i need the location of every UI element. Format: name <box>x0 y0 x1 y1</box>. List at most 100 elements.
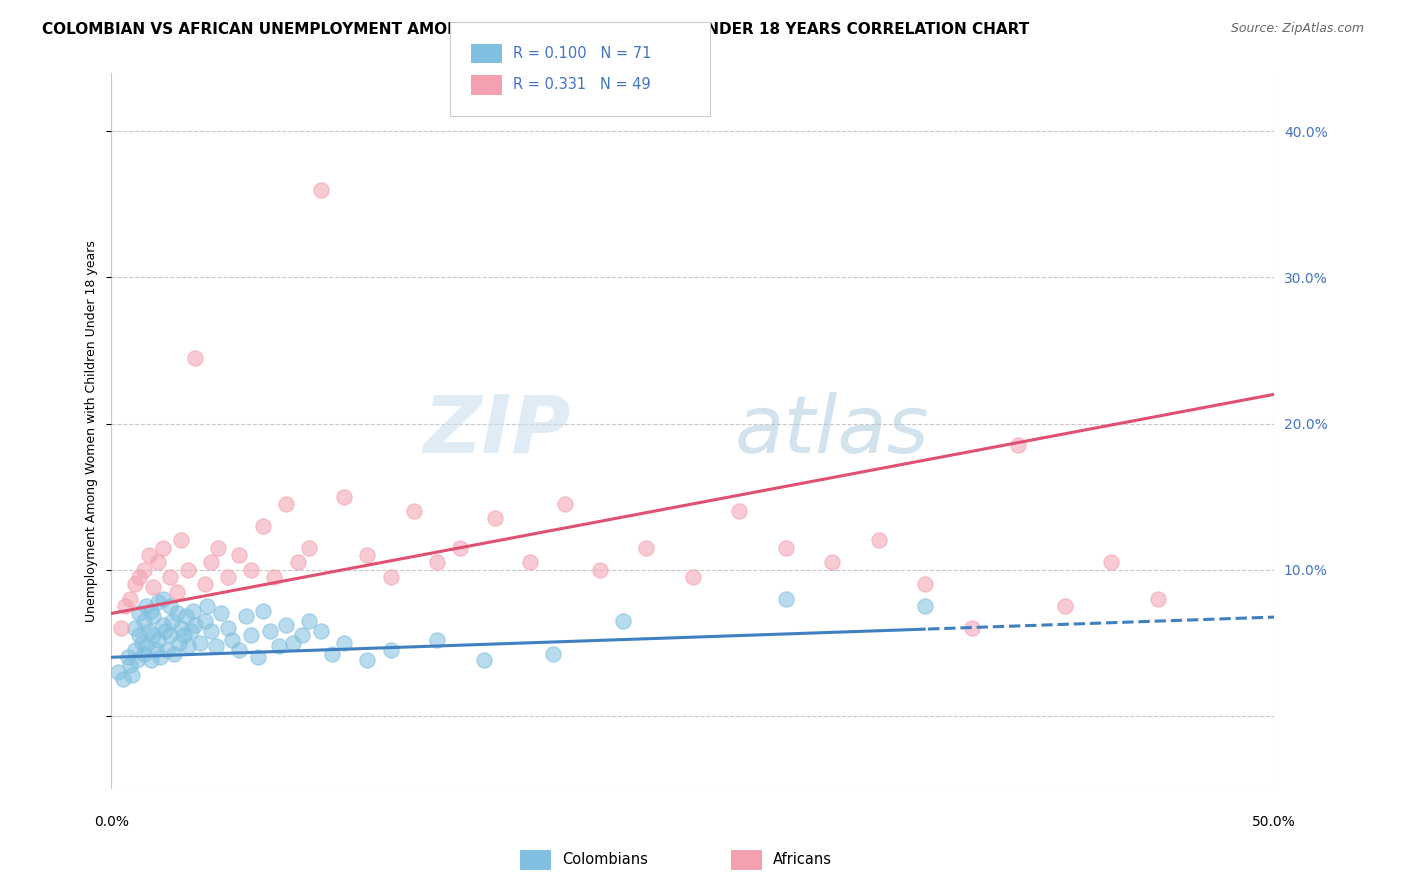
Point <box>217 570 239 584</box>
Y-axis label: Unemployment Among Women with Children Under 18 years: Unemployment Among Women with Children U… <box>86 240 98 622</box>
Point <box>380 643 402 657</box>
Point <box>128 628 150 642</box>
Point <box>142 609 165 624</box>
Point <box>240 628 263 642</box>
Point <box>309 183 332 197</box>
Point <box>188 635 211 649</box>
Point <box>184 351 207 365</box>
Point <box>163 648 186 662</box>
Point <box>298 614 321 628</box>
Point <box>173 628 195 642</box>
Point <box>1007 438 1029 452</box>
Point <box>207 541 229 555</box>
Point <box>263 570 285 584</box>
Point <box>484 511 506 525</box>
Point <box>184 618 207 632</box>
Point <box>274 618 297 632</box>
Point <box>149 650 172 665</box>
Point <box>472 653 495 667</box>
Point <box>868 533 890 548</box>
Point <box>159 570 181 584</box>
Point <box>240 563 263 577</box>
Text: Source: ZipAtlas.com: Source: ZipAtlas.com <box>1230 22 1364 36</box>
Point <box>128 607 150 621</box>
Text: 50.0%: 50.0% <box>1253 815 1296 829</box>
Point <box>112 672 135 686</box>
Point <box>246 650 269 665</box>
Point <box>321 648 343 662</box>
Point <box>205 639 228 653</box>
Point <box>775 541 797 555</box>
Point <box>281 635 304 649</box>
Point <box>309 624 332 638</box>
Point <box>139 653 162 667</box>
Point <box>449 541 471 555</box>
Text: Africans: Africans <box>773 853 832 867</box>
Point <box>195 599 218 614</box>
Point <box>170 533 193 548</box>
Point <box>114 599 136 614</box>
Point <box>380 570 402 584</box>
Point <box>132 648 155 662</box>
Point <box>110 621 132 635</box>
Point <box>177 639 200 653</box>
Point <box>146 555 169 569</box>
Text: ZIP: ZIP <box>423 392 571 470</box>
Point <box>287 555 309 569</box>
Point <box>180 624 202 638</box>
Point <box>193 614 215 628</box>
Point <box>170 621 193 635</box>
Point <box>117 650 139 665</box>
Point <box>821 555 844 569</box>
Point <box>146 595 169 609</box>
Point <box>217 621 239 635</box>
Point <box>612 614 634 628</box>
Point <box>333 635 356 649</box>
Point <box>298 541 321 555</box>
Point <box>156 643 179 657</box>
Point <box>135 639 157 653</box>
Text: Colombians: Colombians <box>562 853 648 867</box>
Point <box>636 541 658 555</box>
Point <box>589 563 612 577</box>
Point <box>124 621 146 635</box>
Point <box>333 490 356 504</box>
Point <box>356 653 378 667</box>
Point <box>402 504 425 518</box>
Point <box>235 609 257 624</box>
Point <box>167 635 190 649</box>
Point <box>228 548 250 562</box>
Point <box>960 621 983 635</box>
Point <box>1099 555 1122 569</box>
Point <box>177 563 200 577</box>
Point <box>128 570 150 584</box>
Point <box>291 628 314 642</box>
Text: atlas: atlas <box>735 392 929 470</box>
Point <box>426 632 449 647</box>
Point <box>181 603 204 617</box>
Point <box>160 614 183 628</box>
Text: R = 0.100   N = 71: R = 0.100 N = 71 <box>513 46 651 61</box>
Point <box>107 665 129 679</box>
Point <box>193 577 215 591</box>
Point <box>252 518 274 533</box>
Point <box>554 497 576 511</box>
Point <box>775 591 797 606</box>
Point <box>131 635 153 649</box>
Point <box>1053 599 1076 614</box>
Point <box>120 657 142 672</box>
Point <box>166 607 188 621</box>
Point <box>426 555 449 569</box>
Point <box>159 628 181 642</box>
Point <box>200 555 222 569</box>
Point <box>252 603 274 617</box>
Text: COLOMBIAN VS AFRICAN UNEMPLOYMENT AMONG WOMEN WITH CHILDREN UNDER 18 YEARS CORRE: COLOMBIAN VS AFRICAN UNEMPLOYMENT AMONG … <box>42 22 1029 37</box>
Point <box>125 653 148 667</box>
Text: R = 0.331   N = 49: R = 0.331 N = 49 <box>513 78 651 92</box>
Point <box>209 607 232 621</box>
Point <box>267 639 290 653</box>
Point <box>166 584 188 599</box>
Point <box>142 628 165 642</box>
Point <box>274 497 297 511</box>
Text: 0.0%: 0.0% <box>94 815 129 829</box>
